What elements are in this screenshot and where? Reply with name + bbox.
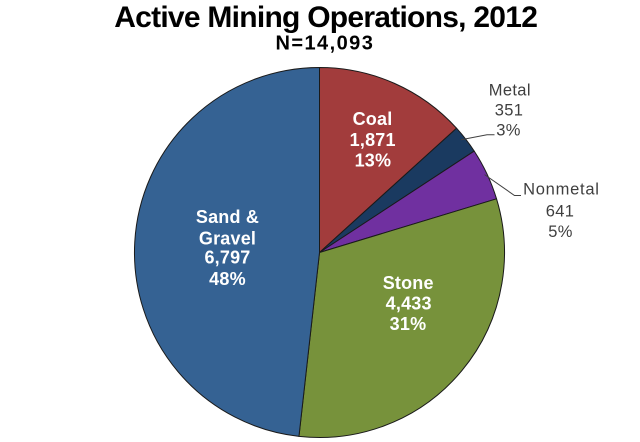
- svg-text:Metal: Metal: [489, 82, 531, 100]
- svg-text:1,871: 1,871: [350, 130, 396, 150]
- svg-text:Stone: Stone: [383, 273, 434, 293]
- svg-text:13%: 13%: [355, 150, 392, 170]
- svg-text:Gravel: Gravel: [199, 228, 256, 248]
- svg-text:Active Mining Operations, 2012: Active Mining Operations, 2012: [114, 1, 537, 34]
- svg-text:N=14,093: N=14,093: [275, 33, 374, 55]
- svg-text:Sand &: Sand &: [196, 207, 259, 227]
- svg-text:Coal: Coal: [353, 109, 393, 129]
- svg-text:Nonmetal: Nonmetal: [523, 181, 600, 199]
- svg-text:3%: 3%: [496, 122, 521, 140]
- svg-text:4,433: 4,433: [386, 293, 432, 313]
- svg-text:641: 641: [546, 202, 575, 220]
- svg-text:48%: 48%: [209, 269, 246, 289]
- svg-text:6,797: 6,797: [204, 248, 250, 268]
- svg-text:351: 351: [495, 101, 524, 119]
- svg-text:31%: 31%: [390, 314, 427, 334]
- svg-text:5%: 5%: [548, 223, 573, 241]
